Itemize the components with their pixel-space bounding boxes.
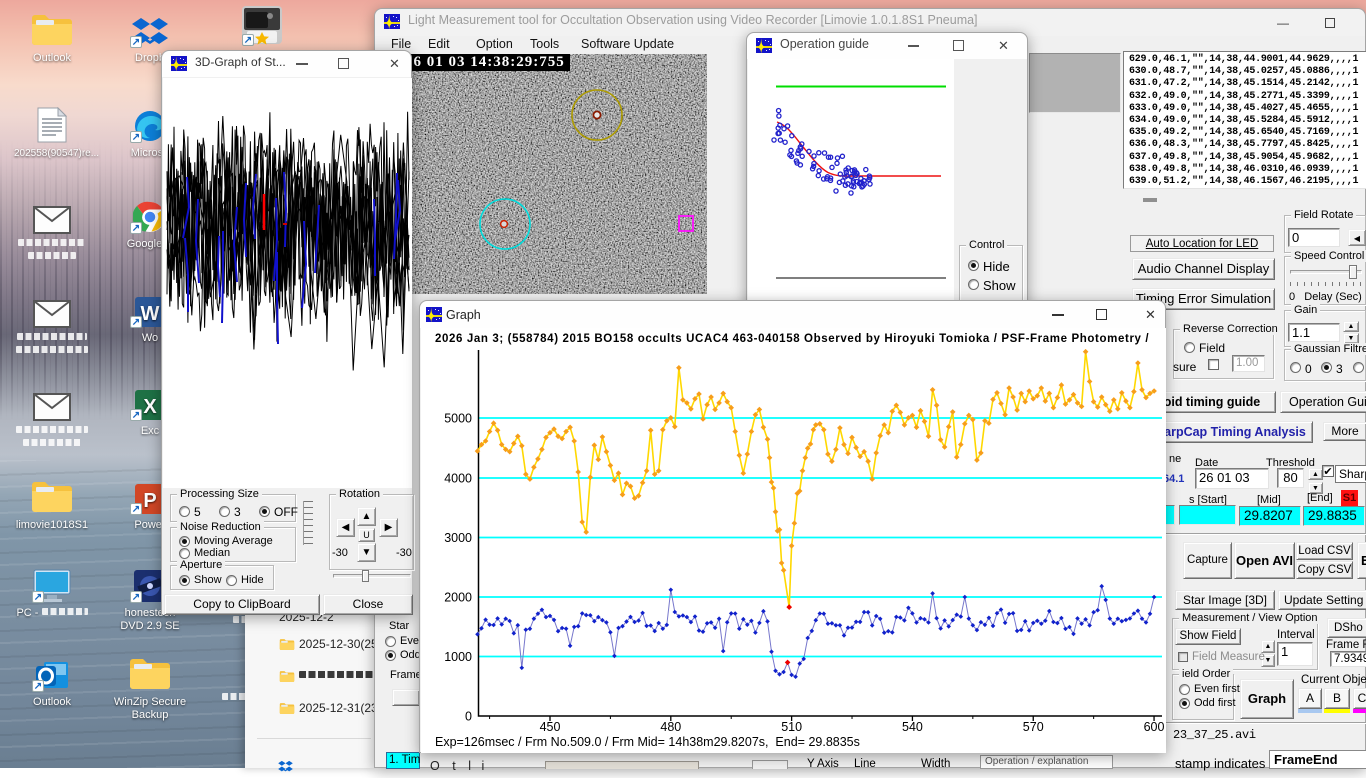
svg-text:480: 480	[660, 720, 681, 734]
svg-text:2000: 2000	[444, 591, 472, 605]
svg-text:1000: 1000	[444, 650, 472, 664]
svg-text:0: 0	[465, 710, 472, 724]
svg-text:540: 540	[902, 720, 923, 734]
svg-text:570: 570	[1023, 720, 1044, 734]
svg-text:3000: 3000	[444, 531, 472, 545]
svg-text:P: P	[143, 490, 156, 512]
svg-text:5000: 5000	[444, 412, 472, 426]
svg-text:4000: 4000	[444, 472, 472, 486]
svg-text:510: 510	[781, 720, 802, 734]
svg-text:450: 450	[540, 720, 561, 734]
svg-text:X: X	[143, 396, 157, 418]
svg-text:600: 600	[1144, 720, 1165, 734]
svg-text:W: W	[141, 303, 160, 325]
